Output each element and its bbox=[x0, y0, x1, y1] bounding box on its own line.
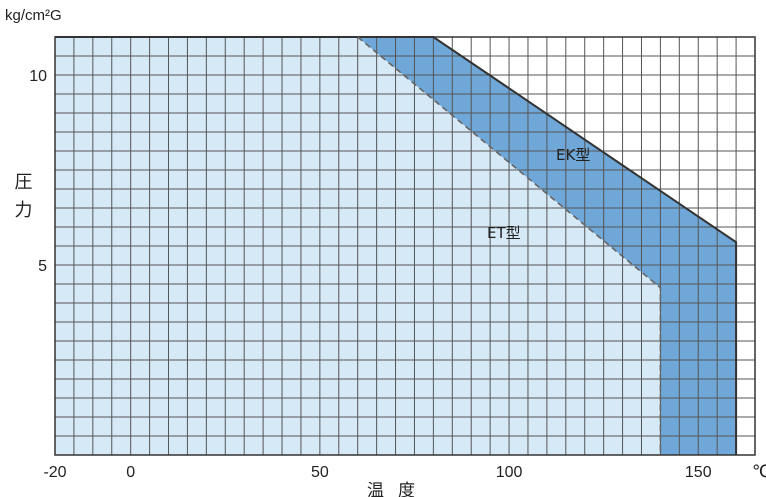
axis-ticks: -20 0 50 100 150 5 10 bbox=[29, 68, 711, 481]
x-tick-label: 50 bbox=[311, 464, 329, 481]
legend-ek-label: EK型 bbox=[556, 146, 590, 164]
chart-grid bbox=[54, 36, 756, 456]
x-tick-label: 150 bbox=[685, 464, 712, 481]
y-unit-label: kg/cm²G bbox=[5, 7, 62, 24]
series-lines bbox=[55, 36, 738, 455]
x-tick-label: 100 bbox=[496, 464, 523, 481]
series-line-ek bbox=[55, 36, 738, 455]
x-unit-label: ℃ bbox=[752, 462, 766, 481]
x-tick-label: 0 bbox=[126, 464, 135, 481]
x-tick-label: -20 bbox=[43, 464, 66, 481]
legend-et-label: ET型 bbox=[487, 224, 521, 242]
y-tick-label: 10 bbox=[29, 68, 47, 85]
x-axis-title: 温度 bbox=[367, 481, 429, 497]
series-line-et bbox=[357, 36, 662, 455]
y-axis-title: 圧力 bbox=[12, 172, 33, 228]
chart-labels: kg/cm²G ℃ 圧力 温度 EK型 ET型 bbox=[5, 7, 766, 497]
y-tick-label: 5 bbox=[38, 258, 47, 275]
